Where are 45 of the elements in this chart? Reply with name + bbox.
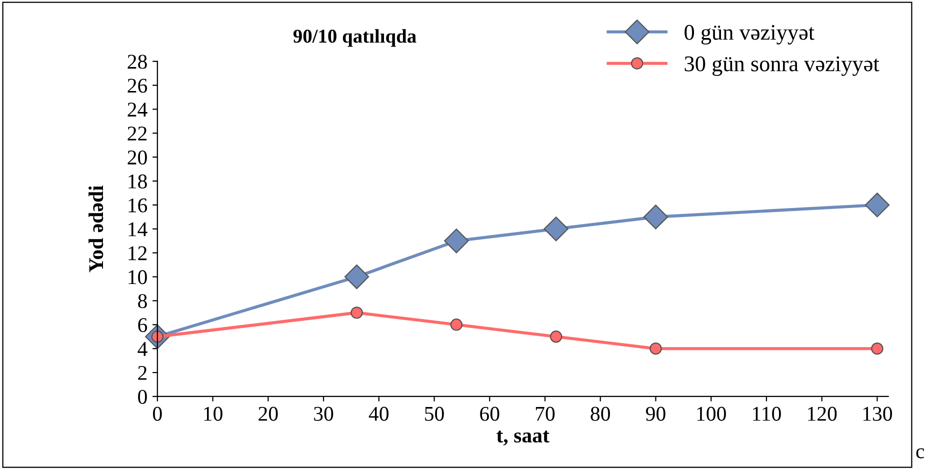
- point: [544, 216, 568, 242]
- x-tick-label: 50: [425, 406, 444, 421]
- y-tick-label: 10: [128, 270, 147, 284]
- point: [864, 192, 890, 218]
- point: [450, 318, 463, 331]
- point: [350, 306, 363, 319]
- y-tick-label: 4: [138, 342, 148, 356]
- y-tick-label: 16: [128, 198, 148, 212]
- x-tick-label: 120: [808, 406, 837, 421]
- y-tick-label: 6: [138, 318, 148, 332]
- x-tick-label: 100: [697, 406, 726, 421]
- x-tick-label: 60: [480, 406, 500, 421]
- x-tick-label: 70: [536, 406, 555, 421]
- x-tick-label: 40: [368, 406, 389, 421]
- x-tick-label: 0: [153, 406, 162, 421]
- y-tick-label: 26: [128, 78, 148, 93]
- x-tick-label: 80: [590, 406, 610, 421]
- x-axis-title: t, saat: [496, 430, 550, 446]
- point: [550, 330, 562, 343]
- text: c: [916, 448, 924, 458]
- x-tick-label: 20: [258, 406, 278, 421]
- legend-label: 0 gün vəziyyət: [684, 24, 814, 44]
- y-tick-label: 14: [128, 222, 148, 236]
- point: [650, 342, 662, 355]
- point: [444, 228, 469, 254]
- x-tick-label: 30: [314, 406, 334, 421]
- y-tick-label: 28: [128, 54, 147, 69]
- y-tick-label: 2: [138, 366, 147, 380]
- x-tick-label: 90: [646, 406, 666, 421]
- chart-title: 90/10 qatılıqda: [293, 29, 416, 47]
- point: [344, 264, 370, 290]
- y-tick-label: 12: [128, 246, 147, 260]
- y-axis-title: Yod ədədi: [88, 186, 104, 272]
- y-tick-label: 18: [128, 174, 147, 188]
- y-tick-label: 22: [128, 126, 147, 140]
- point: [871, 342, 884, 355]
- y-tick-label: 0: [138, 390, 147, 404]
- x-tick-label: 130: [863, 406, 892, 421]
- y-tick-label: 8: [138, 294, 147, 308]
- point: [643, 204, 668, 230]
- legend-label: 30 gün sonra vəziyyət: [684, 56, 880, 76]
- x-tick-label: 10: [204, 406, 222, 421]
- x-tick-label: 110: [753, 406, 781, 421]
- y-tick-label: 24: [128, 102, 148, 116]
- y-tick-label: 20: [128, 150, 147, 165]
